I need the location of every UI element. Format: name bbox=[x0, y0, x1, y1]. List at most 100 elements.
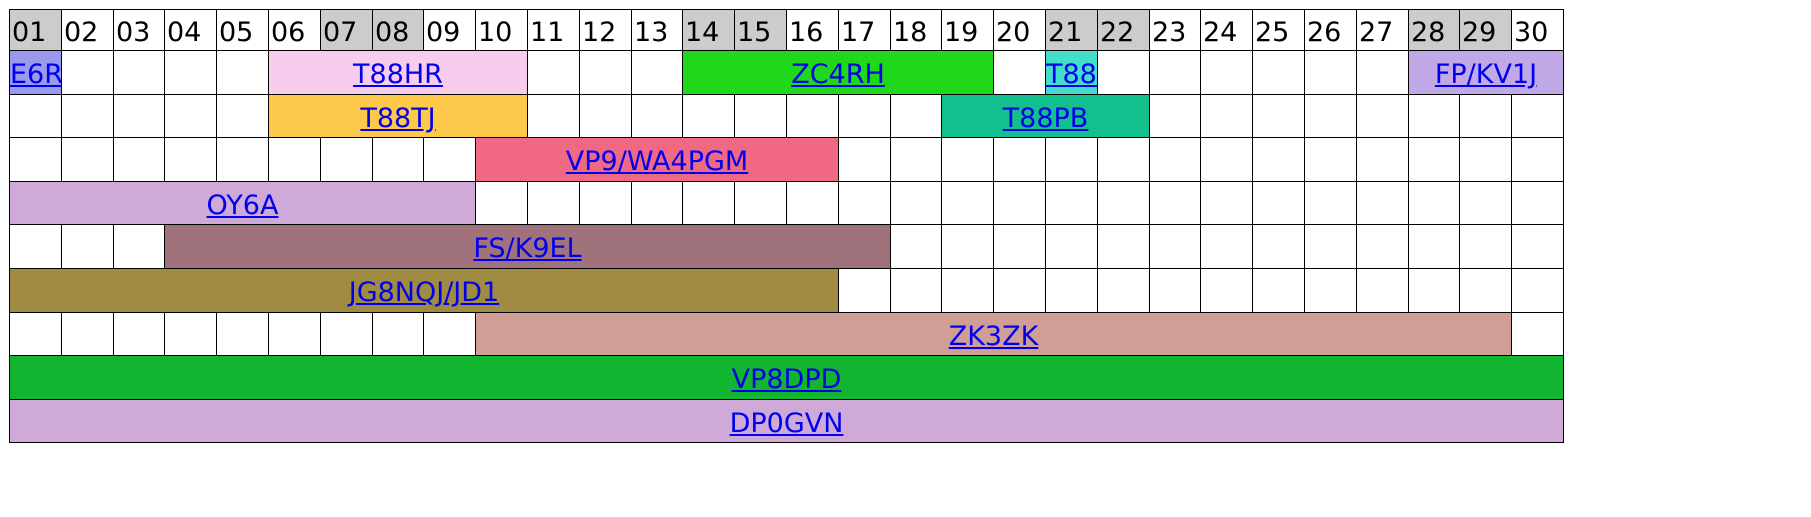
event-link[interactable]: T88TJ bbox=[360, 103, 436, 134]
event-link[interactable]: VP9/WA4PGM bbox=[565, 146, 749, 177]
grid-cell bbox=[1304, 50, 1357, 95]
grid-cell bbox=[1304, 181, 1357, 225]
grid-cell bbox=[164, 50, 217, 95]
event-link[interactable]: FP/KV1J bbox=[1434, 59, 1538, 90]
event-link[interactable]: FS/K9EL bbox=[473, 233, 582, 264]
event-link[interactable]: E6RS bbox=[10, 59, 62, 90]
grid-cell bbox=[1408, 181, 1460, 225]
event-link[interactable]: VP8DPD bbox=[731, 364, 842, 395]
grid-cell bbox=[113, 94, 165, 138]
event-link[interactable]: DP0GVN bbox=[729, 408, 844, 439]
event-bar: JG8NQJ/JD1 bbox=[9, 268, 839, 313]
event-link[interactable]: T88QM bbox=[1046, 59, 1097, 90]
grid-cell bbox=[1408, 224, 1460, 269]
event-bar: VP8DPD bbox=[9, 355, 1564, 400]
day-header-16: 16 bbox=[786, 9, 839, 51]
day-header-06: 06 bbox=[268, 9, 321, 51]
grid-cell bbox=[113, 50, 165, 95]
grid-cell bbox=[1511, 268, 1564, 313]
event-bar: T88HR bbox=[268, 50, 528, 95]
grid-cell bbox=[1356, 181, 1409, 225]
day-header-17: 17 bbox=[838, 9, 891, 51]
day-header-12: 12 bbox=[579, 9, 632, 51]
grid-cell bbox=[113, 224, 165, 269]
grid-cell bbox=[1356, 268, 1409, 313]
event-bar: VP9/WA4PGM bbox=[475, 137, 839, 182]
grid-cell bbox=[1459, 137, 1512, 182]
event-link[interactable]: JG8NQJ/JD1 bbox=[348, 277, 500, 308]
grid-cell bbox=[682, 94, 735, 138]
grid-cell bbox=[113, 312, 165, 356]
grid-cell bbox=[890, 268, 942, 313]
grid-cell bbox=[527, 181, 580, 225]
grid-cell bbox=[164, 137, 217, 182]
grid-cell bbox=[1097, 268, 1150, 313]
grid-cell bbox=[1511, 181, 1564, 225]
event-link[interactable]: ZK3ZK bbox=[948, 321, 1039, 352]
grid-cell bbox=[838, 268, 891, 313]
grid-cell bbox=[890, 224, 942, 269]
grid-cell bbox=[1097, 224, 1150, 269]
grid-cell bbox=[1356, 137, 1409, 182]
grid-cell bbox=[993, 137, 1046, 182]
grid-cell bbox=[423, 137, 476, 182]
event-link[interactable]: OY6A bbox=[206, 190, 279, 221]
event-link[interactable]: T88HR bbox=[353, 59, 443, 90]
grid-cell bbox=[1097, 181, 1150, 225]
grid-cell bbox=[61, 50, 114, 95]
day-header-08: 08 bbox=[372, 9, 424, 51]
event-bar: FP/KV1J bbox=[1408, 50, 1564, 95]
grid-cell bbox=[1045, 181, 1098, 225]
grid-cell bbox=[320, 137, 373, 182]
day-header-15: 15 bbox=[734, 9, 787, 51]
grid-cell bbox=[838, 94, 891, 138]
day-header-22: 22 bbox=[1097, 9, 1150, 51]
day-header-24: 24 bbox=[1200, 9, 1253, 51]
grid-cell bbox=[993, 224, 1046, 269]
grid-cell bbox=[579, 50, 632, 95]
grid-cell bbox=[1045, 224, 1098, 269]
grid-cell bbox=[1511, 137, 1564, 182]
day-header-18: 18 bbox=[890, 9, 942, 51]
day-header-20: 20 bbox=[993, 9, 1046, 51]
grid-cell bbox=[1200, 224, 1253, 269]
day-header-27: 27 bbox=[1356, 9, 1409, 51]
grid-cell bbox=[61, 224, 114, 269]
event-link[interactable]: T88PB bbox=[1002, 103, 1089, 134]
grid-cell bbox=[61, 312, 114, 356]
grid-cell bbox=[1408, 268, 1460, 313]
grid-cell bbox=[61, 137, 114, 182]
grid-cell bbox=[113, 137, 165, 182]
event-bar: E6RS bbox=[9, 50, 62, 95]
grid-cell bbox=[1149, 268, 1201, 313]
grid-cell bbox=[9, 94, 62, 138]
event-link[interactable]: ZC4RH bbox=[791, 59, 885, 90]
day-header-09: 09 bbox=[423, 9, 476, 51]
day-header-03: 03 bbox=[113, 9, 165, 51]
grid-cell bbox=[631, 94, 683, 138]
grid-cell bbox=[9, 224, 62, 269]
grid-cell bbox=[993, 181, 1046, 225]
grid-cell bbox=[1149, 94, 1201, 138]
grid-cell bbox=[1356, 94, 1409, 138]
grid-cell bbox=[941, 268, 994, 313]
grid-cell bbox=[1304, 94, 1357, 138]
day-header-30: 30 bbox=[1511, 9, 1564, 51]
day-header-11: 11 bbox=[527, 9, 580, 51]
dxpedition-calendar-grid: 01 02 03 04 05 06 07 08 09 10 11 12 13 14 15 16 17 18 19 20… bbox=[9, 9, 1803, 512]
grid-cell bbox=[1149, 137, 1201, 182]
day-header-14: 14 bbox=[682, 9, 735, 51]
event-bar: T88PB bbox=[941, 94, 1150, 138]
grid-cell bbox=[216, 50, 269, 95]
grid-cell bbox=[631, 50, 683, 95]
grid-cell bbox=[9, 137, 62, 182]
event-bar: T88QM bbox=[1045, 50, 1098, 95]
grid-cell bbox=[527, 94, 580, 138]
grid-cell bbox=[1304, 137, 1357, 182]
grid-cell bbox=[1511, 224, 1564, 269]
day-header-19: 19 bbox=[941, 9, 994, 51]
day-header-21: 21 bbox=[1045, 9, 1098, 51]
grid-cell bbox=[320, 312, 373, 356]
grid-cell bbox=[1097, 137, 1150, 182]
event-bar: ZC4RH bbox=[682, 50, 994, 95]
